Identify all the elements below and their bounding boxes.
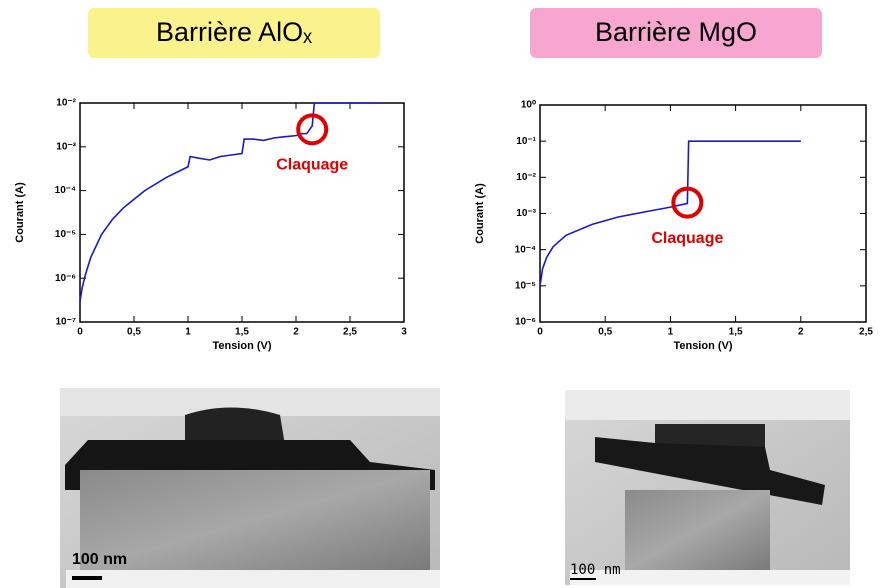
y-tick-label: 10⁻¹ [516,136,536,147]
x-tick-label: 1 [185,327,191,338]
y-tick-label: 10⁰ [521,100,536,111]
x-tick-label: 0,5 [598,327,612,338]
plot-frame [79,102,405,323]
annotation-circle [296,113,329,146]
x-axis-label: Tension (V) [212,340,271,352]
tem-image-right [565,390,850,585]
y-tick-label: 10⁻⁵ [55,229,76,240]
x-tick-label: 2 [293,327,299,338]
chart-title: Barrière MgO [595,17,757,47]
chart-title: Barrière AlOₓ [156,17,312,47]
x-tick-label: 1,5 [729,327,743,338]
x-tick-label: 2 [798,327,804,338]
x-tick-label: 2,5 [859,327,873,338]
data-line [79,102,383,302]
annotation-circle [671,186,704,219]
x-tick-label: 1,5 [235,327,249,338]
title-banner [530,8,822,58]
y-axis-label: Courant (A) [474,183,486,244]
y-tick-label: 10⁻⁴ [55,185,76,196]
x-tick-label: 1 [668,327,674,338]
data-line [539,140,801,286]
x-tick-label: 3 [401,327,407,338]
y-tick-label: 10⁻² [56,98,76,109]
y-axis-label: Courant (A) [14,182,26,243]
annotation-text: Claquage [651,230,723,247]
y-tick-label: 10⁻² [516,172,536,183]
x-tick-label: 0,5 [127,327,141,338]
y-tick-label: 10⁻³ [516,208,536,219]
y-tick-label: 10⁻⁵ [515,280,536,291]
annotation-text: Claquage [276,157,348,174]
plot-frame [539,104,867,323]
y-tick-label: 10⁻⁶ [515,317,536,328]
x-tick-label: 2,5 [343,327,357,338]
x-tick-label: 0 [77,327,83,338]
scale-label: 100 nm [570,562,621,578]
x-axis-label: Tension (V) [673,340,732,352]
x-tick-label: 0 [537,327,543,338]
y-tick-label: 10⁻³ [56,141,76,152]
tem-image-left [60,388,440,588]
title-banner [88,8,380,58]
y-tick-label: 10⁻⁷ [55,317,76,328]
scale-label: 100 nm [72,551,127,568]
y-tick-label: 10⁻⁶ [55,273,76,284]
y-tick-label: 10⁻⁴ [515,244,536,255]
